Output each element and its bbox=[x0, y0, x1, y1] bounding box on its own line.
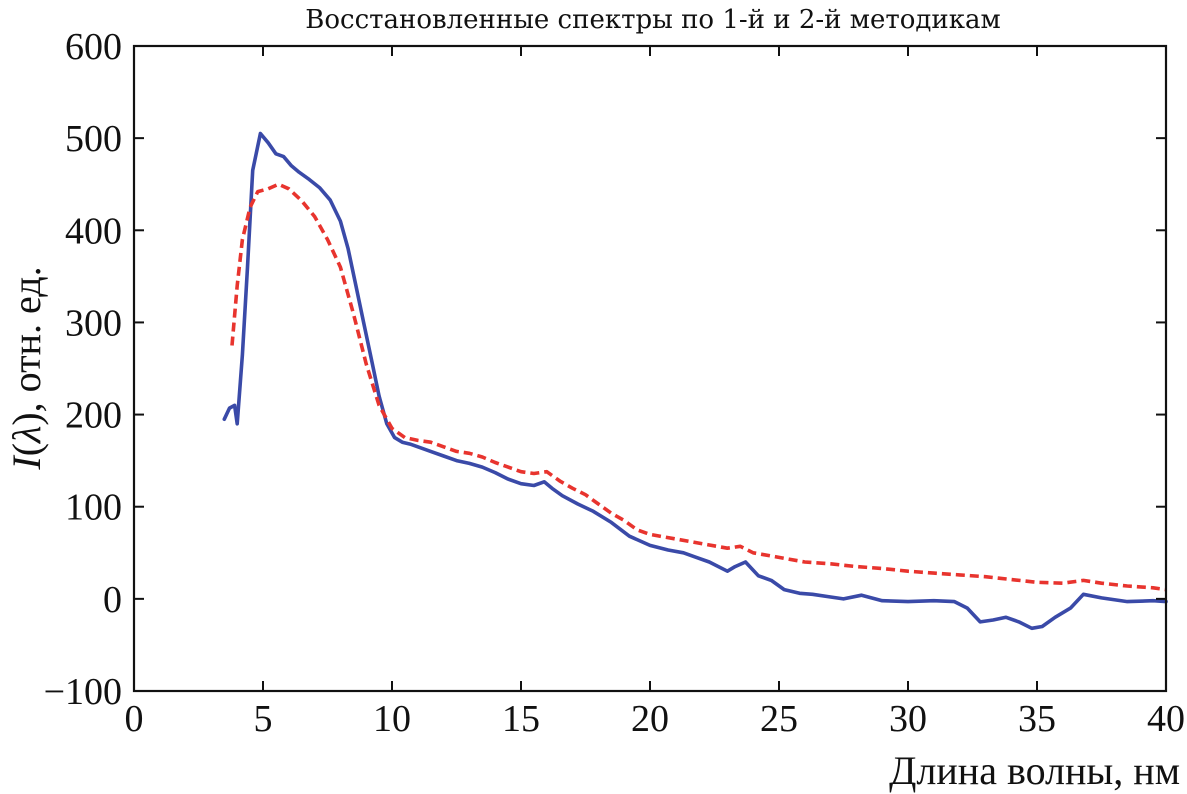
y-tick-label: 100 bbox=[65, 487, 122, 529]
y-axis-label-italic: I bbox=[4, 455, 49, 471]
y-tick-label: 600 bbox=[65, 26, 122, 68]
series-layer bbox=[222, 131, 1168, 631]
y-tick-label: 300 bbox=[65, 302, 122, 344]
y-axis-label-symbol: λ bbox=[4, 426, 49, 444]
series-1-solid-line bbox=[222, 131, 1168, 631]
x-tick-label: 15 bbox=[502, 698, 540, 740]
y-axis-label: I(λ), отн. ед. bbox=[4, 266, 49, 470]
x-tick-label: 10 bbox=[373, 698, 411, 740]
x-tick-label: 40 bbox=[1147, 698, 1185, 740]
y-tick-label: −100 bbox=[44, 671, 122, 713]
y-tick-label: 400 bbox=[65, 210, 122, 252]
y-tick-label: 500 bbox=[65, 118, 122, 160]
x-tick-label: 5 bbox=[254, 698, 273, 740]
plot-frame bbox=[132, 44, 1168, 693]
x-tick-label: 0 bbox=[125, 698, 144, 740]
x-tick-label: 35 bbox=[1018, 698, 1056, 740]
y-tick-label: 0 bbox=[103, 579, 122, 621]
y-axis-label-rest: ), отн. ед. bbox=[4, 266, 49, 425]
y-tick-label: 200 bbox=[65, 395, 122, 437]
x-tick-label: 20 bbox=[631, 698, 669, 740]
series-2-dashed-line bbox=[230, 182, 1167, 592]
x-tick-label: 25 bbox=[760, 698, 798, 740]
x-axis-label: Длина волны, нм bbox=[889, 748, 1180, 793]
x-tick-label: 30 bbox=[889, 698, 927, 740]
chart-title: Восстановленные спектры по 1-й и 2-й мет… bbox=[305, 5, 1000, 35]
y-axis-label-paren: ( bbox=[4, 443, 49, 456]
